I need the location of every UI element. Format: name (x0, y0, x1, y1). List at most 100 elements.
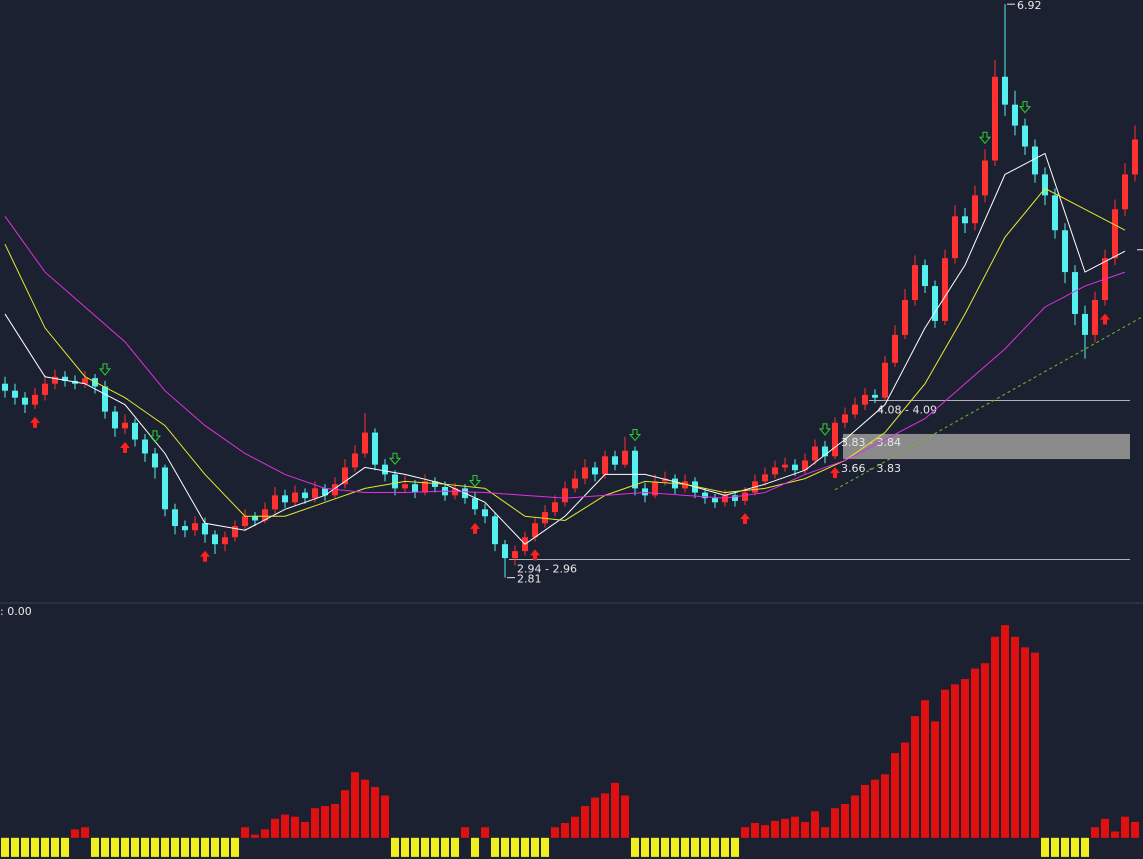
sell-signal (818, 423, 832, 436)
indicator-bar (401, 837, 409, 857)
moving-average (4, 215, 1126, 499)
indicator-bar (1061, 837, 1069, 857)
buy-signal (200, 550, 210, 562)
indicator-bar (1091, 827, 1099, 838)
candle-body (502, 544, 508, 559)
indicator-bar (371, 787, 379, 838)
candle-body (1032, 146, 1038, 175)
indicator-bar (1101, 818, 1109, 838)
candle-body (622, 450, 628, 465)
indicator-bar (761, 825, 769, 838)
buy-signal (830, 467, 840, 479)
buy-signal (530, 549, 540, 561)
indicator-bar (411, 837, 419, 857)
candle-body (712, 498, 718, 503)
candle-body (542, 512, 548, 524)
indicator-bar (861, 784, 869, 838)
candle-body (802, 460, 808, 471)
indicator-bar (231, 837, 239, 857)
candle-body (842, 414, 848, 423)
candle-body (482, 509, 488, 517)
candle-body (12, 390, 18, 398)
indicator-bar (1041, 837, 1049, 857)
candle-body (352, 453, 358, 468)
indicator-bar (571, 816, 579, 838)
candle-body (492, 516, 498, 545)
candle-body (302, 492, 308, 499)
trend-line (834, 315, 1143, 491)
sell-signal (978, 131, 992, 145)
candle-body (252, 516, 258, 521)
candle-body (682, 481, 688, 489)
candle-body (112, 411, 118, 429)
indicator-bar (531, 837, 539, 857)
indicator-bar (481, 827, 489, 838)
candle-body (392, 474, 398, 489)
candle-body (882, 362, 888, 398)
candle-body (102, 386, 108, 412)
candle-body (852, 404, 858, 415)
indicator-bar (1001, 625, 1009, 838)
indicator-bar (741, 827, 749, 838)
indicator-bar (391, 837, 399, 857)
indicator-bar (871, 779, 879, 838)
indicator-bar (691, 837, 699, 857)
candle-body (1092, 300, 1098, 335)
annotation-label: 2.81 (517, 573, 542, 586)
indicator-bar (61, 837, 69, 857)
candle-body (182, 526, 188, 531)
indicator-bar (201, 837, 209, 857)
candle-body (52, 376, 58, 384)
indicator-bar (941, 689, 949, 838)
candle-body (32, 394, 38, 405)
indicator-bar (591, 797, 599, 838)
sell-signal (98, 363, 112, 376)
candle-body (2, 383, 8, 391)
candle-body (732, 495, 738, 501)
buy-signal (30, 416, 40, 428)
candle-body (602, 456, 608, 475)
level-label: 4.08 - 4.09 (877, 403, 937, 416)
indicator-bar (981, 663, 989, 838)
indicator-bar (181, 837, 189, 857)
moving-average (4, 187, 1126, 521)
candle-body (782, 464, 788, 468)
indicator-bar (351, 772, 359, 838)
price-zone (843, 433, 1130, 460)
candle-body (582, 467, 588, 479)
indicator-bar (1111, 831, 1119, 838)
indicator-bar (131, 837, 139, 857)
candle-body (172, 509, 178, 527)
indicator-bar (901, 742, 909, 838)
indicator-bar (1021, 647, 1029, 838)
candle-body (1002, 76, 1008, 105)
indicator-bar (811, 811, 819, 838)
candle-body (122, 422, 128, 429)
indicator-bar (1031, 652, 1039, 838)
sell-signal (388, 452, 402, 466)
candle-body (142, 439, 148, 454)
indicator-bar (121, 837, 129, 857)
indicator-bar (151, 837, 159, 857)
candle-body (342, 467, 348, 485)
indicator-bar (781, 818, 789, 838)
candle-body (922, 265, 928, 287)
candle-body (982, 160, 988, 196)
indicator-bar (421, 837, 429, 857)
indicator-bar (321, 806, 329, 838)
candle-body (272, 495, 278, 510)
indicator-bar (631, 837, 639, 857)
candle-body (322, 488, 328, 496)
indicator-bar (951, 684, 959, 838)
indicator-bar (281, 814, 289, 838)
indicator-bar (471, 837, 479, 857)
candle-body (742, 492, 748, 501)
candle-body (1052, 195, 1058, 231)
indicator-bar (451, 837, 459, 857)
candle-body (832, 422, 838, 457)
indicator-bar (341, 790, 349, 838)
candle-body (1122, 174, 1128, 210)
candle-body (1022, 125, 1028, 147)
candle-body (1112, 209, 1118, 259)
candle-body (932, 286, 938, 321)
